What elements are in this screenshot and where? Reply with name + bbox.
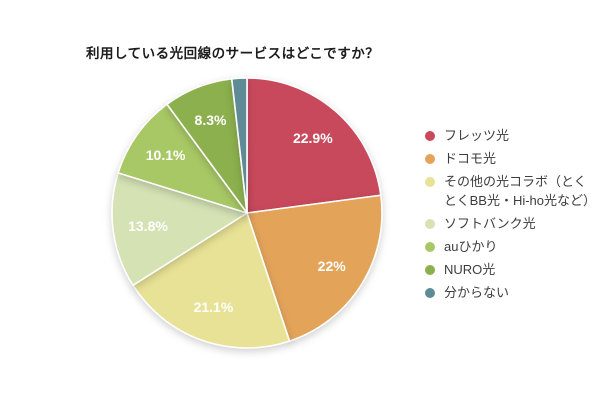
pie-slice-3[interactable] <box>111 172 248 287</box>
legend-item-4[interactable]: auひかり <box>425 237 593 256</box>
legend-item-5[interactable]: NURO光 <box>425 260 593 279</box>
legend-item-label: 分からない <box>444 285 510 300</box>
legend-swatch-icon <box>425 241 435 252</box>
legend-item-label: ソフトバンク光 <box>444 216 536 231</box>
legend-swatch-icon <box>425 130 435 141</box>
legend-swatch-icon <box>425 153 435 164</box>
legend-item-2[interactable]: その他の光コラボ（とくとくBB光・Hi-ho光など） <box>425 172 597 210</box>
slice-value-label-4: 10.1% <box>146 147 186 163</box>
slice-value-label-0: 22.9% <box>293 130 333 146</box>
legend-item-6[interactable]: 分からない <box>425 283 593 302</box>
legend-item-1[interactable]: ドコモ光 <box>425 149 593 168</box>
legend-item-0[interactable]: フレッツ光 <box>425 126 593 145</box>
pie-slice-1[interactable] <box>246 194 383 342</box>
legend: フレッツ光ドコモ光その他の光コラボ（とくとくBB光・Hi-ho光など） ソフトバン… <box>425 126 597 306</box>
legend-item-label: ドコモ光 <box>444 151 497 166</box>
slice-value-label-5: 8.3% <box>195 112 227 128</box>
legend-item-label: NURO光 <box>444 262 496 277</box>
legend-swatch-icon <box>425 264 435 275</box>
legend-swatch-icon <box>425 176 435 187</box>
slice-value-label-2: 21.1% <box>194 299 234 315</box>
legend-item-3[interactable]: ソフトバンク光 <box>425 214 593 233</box>
slice-value-label-1: 22% <box>318 258 347 274</box>
chart-title: 利用している光回線のサービスはどこですか？ <box>86 46 380 61</box>
legend-item-label: フレッツ光 <box>444 128 510 143</box>
slice-value-label-3: 13.8% <box>128 218 168 234</box>
legend-item-label: auひかり <box>444 239 498 254</box>
pie-slice-0[interactable] <box>246 77 382 214</box>
legend-swatch-icon <box>425 287 435 298</box>
pie-slice-6[interactable] <box>230 77 248 214</box>
legend-swatch-icon <box>425 218 435 229</box>
pie-slice-4[interactable] <box>117 103 248 214</box>
legend-item-label: その他の光コラボ（とくとくBB光・Hi-ho光など） <box>444 174 597 208</box>
pie-slice-2[interactable] <box>132 212 291 349</box>
